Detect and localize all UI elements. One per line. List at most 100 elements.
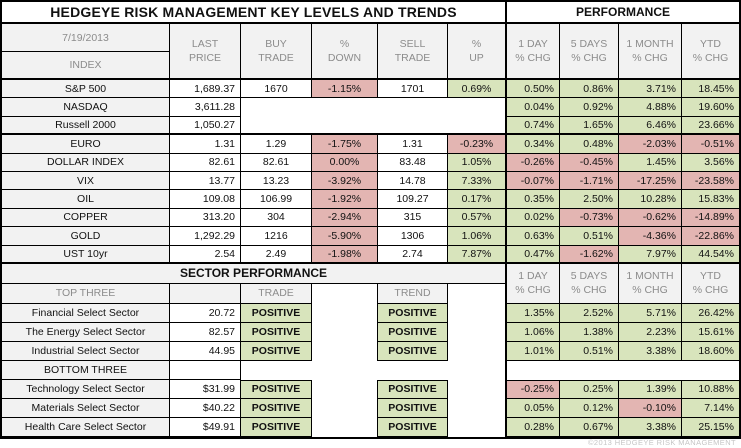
perf-header-1-month-pct-chg: 1 MONTH% CHG [619,24,682,80]
index-row-nasdaq: NASDAQ 3,611.28 0.04% 0.92% 4.88% 19.60% [2,98,739,117]
index-name: EURO [2,135,170,154]
trade-signal: POSITIVE [241,398,312,418]
trade-signal: POSITIVE [241,322,312,342]
trend-column-label: TREND [378,283,448,304]
index-rows-group: S&P 500 1,689.37 1670 -1.15% 1701 0.69% 0.50% 0… [2,80,739,264]
date-index-header-cell: 7/19/2013 INDEX [2,24,170,80]
sector-price: 82.57 [170,322,241,342]
empty-cell [312,417,378,437]
perf-1-month-pct-chg: 2.23% [619,322,682,342]
sector-name: The Energy Select Sector [2,322,170,342]
perf-5-days-pct-chg: 0.92% [560,98,619,117]
sector-perf-header-1-day-pct-chg: 1 DAY% CHG [507,263,560,304]
perf-1-month-pct-chg: -2.03% [619,135,682,154]
empty-cell [312,341,378,361]
empty-cell [448,322,507,342]
sector-name: Materials Select Sector [2,398,170,418]
sell-trade: 83.48 [378,153,448,172]
pct-down: -2.94% [312,208,378,228]
sector-row-financial-select-sector: Financial Select Sector 20.72 POSITIVE POSI… [2,303,739,323]
index-row-russell-2000: Russell 2000 1,050.27 0.74% 1.65% 6.46% 23.66… [2,116,739,136]
perf-1-month-pct-chg: 6.46% [619,116,682,136]
perf-ytd-pct-chg: 15.83% [682,190,739,209]
perf-header-ytd-pct-chg: YTD% CHG [682,24,739,80]
sector-row-materials-select-sector: Materials Select Sector $40.22 POSITIVE POS… [2,398,739,418]
sell-trade: 109.27 [378,190,448,209]
perf-1-day-pct-chg: 0.50% [507,80,560,99]
empty-cell [170,360,241,380]
last-price: 3,611.28 [170,98,241,117]
last-price: 109.08 [170,190,241,209]
column-header-sell-trade: SELL TRADE [378,24,448,80]
top-three-label: TOP THREE [2,283,170,304]
sector-name: Technology Select Sector [2,379,170,399]
perf-5-days-pct-chg: 2.52% [560,303,619,323]
perf-1-month-pct-chg: -0.10% [619,398,682,418]
pct-up: 1.06% [448,227,507,246]
perf-ytd-pct-chg: -23.58% [682,171,739,191]
bottom-three-label: BOTTOM THREE [2,360,170,380]
column-header-row: 7/19/2013 INDEX LAST PRICE BUY TRADE% DOWN SE… [2,24,739,80]
buy-trade: 1670 [241,80,312,99]
trade-signal: POSITIVE [241,303,312,323]
perf-1-month-pct-chg: -0.62% [619,208,682,228]
trend-signal: POSITIVE [378,303,448,323]
pct-down: -5.90% [312,227,378,246]
index-name: UST 10yr [2,245,170,264]
pct-down: -3.92% [312,171,378,191]
index-row-ust-10yr: UST 10yr 2.54 2.49 -1.98% 2.74 7.87% 0.47% -1.6… [2,245,739,264]
trade-signal: POSITIVE [241,379,312,399]
perf-5-days-pct-chg: 0.51% [560,227,619,246]
index-row-euro: EURO 1.31 1.29 -1.75% 1.31 -0.23% 0.34% 0.48% -2… [2,135,739,154]
perf-ytd-pct-chg: -22.86% [682,227,739,246]
index-name: Russell 2000 [2,116,170,136]
buy-trade: 1216 [241,227,312,246]
perf-1-month-pct-chg: 3.38% [619,341,682,361]
sector-row-industrial-select-sector: Industrial Select Sector 44.95 POSITIVE POS… [2,341,739,361]
last-price: 1,050.27 [170,116,241,136]
perf-header-1-day-pct-chg: 1 DAY% CHG [507,24,560,80]
column-header-last-price: LAST PRICE [170,24,241,80]
trend-signal: POSITIVE [378,341,448,361]
page-title: HEDGEYE RISK MANAGEMENT KEY LEVELS AND T… [2,2,507,24]
sell-trade: 1.31 [378,135,448,154]
pct-up: 1.05% [448,153,507,172]
perf-1-day-pct-chg: 1.35% [507,303,560,323]
buy-trade: 82.61 [241,153,312,172]
trend-signal: POSITIVE [378,379,448,399]
last-price: 2.54 [170,245,241,264]
empty-cell [448,379,507,399]
sector-price: $49.91 [170,417,241,437]
perf-5-days-pct-chg: 1.38% [560,322,619,342]
buy-trade: 2.49 [241,245,312,264]
perf-5-days-pct-chg: 0.12% [560,398,619,418]
last-price: 1,292.29 [170,227,241,246]
empty-cell [507,361,739,380]
index-row-vix: VIX 13.77 13.23 -3.92% 14.78 7.33% -0.07% -1.71… [2,171,739,191]
sector-name: Financial Select Sector [2,303,170,323]
pct-up: 0.57% [448,208,507,228]
empty-cell [448,303,507,323]
sector-price: 20.72 [170,303,241,323]
perf-ytd-pct-chg: 44.54% [682,245,739,264]
perf-ytd-pct-chg: 23.66% [682,116,739,136]
sector-title-row: SECTOR PERFORMANCE [2,263,507,284]
perf-1-month-pct-chg: 7.97% [619,245,682,264]
index-name: NASDAQ [2,98,170,117]
column-header-buy-trade: BUY TRADE [241,24,312,80]
perf-1-month-pct-chg: -17.25% [619,171,682,191]
perf-ytd-pct-chg: 3.56% [682,153,739,172]
pct-down: -1.15% [312,80,378,99]
trend-signal: POSITIVE [378,398,448,418]
perf-1-day-pct-chg: 0.28% [507,417,560,437]
perf-header-5-days-pct-chg: 5 DAYS% CHG [560,24,619,80]
index-name: VIX [2,171,170,191]
perf-5-days-pct-chg: -1.62% [560,245,619,264]
perf-1-month-pct-chg: 1.39% [619,379,682,399]
perf-ytd-pct-chg: 15.61% [682,322,739,342]
last-price: 82.61 [170,153,241,172]
perf-1-day-pct-chg: 0.34% [507,135,560,154]
empty-cell [312,303,378,323]
perf-5-days-pct-chg: -1.71% [560,171,619,191]
sector-name: Health Care Select Sector [2,417,170,437]
